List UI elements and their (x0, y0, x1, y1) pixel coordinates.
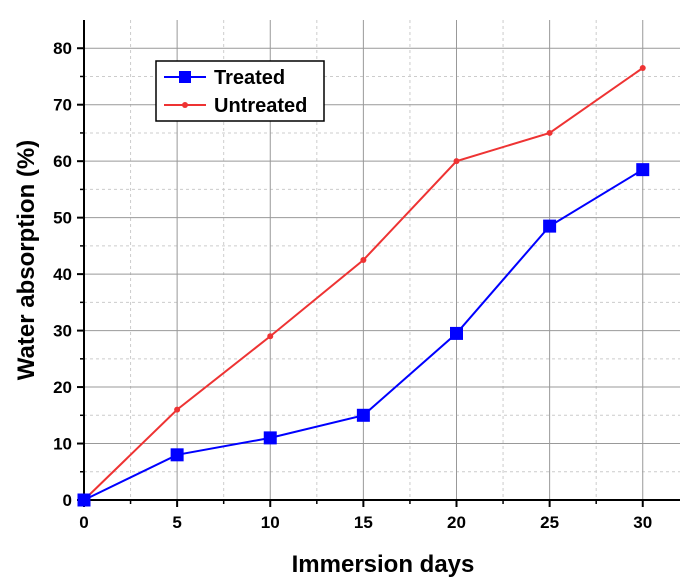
y-tick-label: 10 (53, 435, 72, 454)
x-tick-label: 20 (447, 513, 466, 532)
y-tick-label: 50 (53, 209, 72, 228)
y-tick-label: 30 (53, 322, 72, 341)
data-point-treated (356, 408, 370, 422)
data-point-treated (636, 163, 650, 177)
x-tick-label: 30 (633, 513, 652, 532)
axis-ticks: 0 5 10 15 20 25 30 0 10 20 30 40 50 60 70 80 (53, 39, 652, 532)
data-point-untreated (174, 406, 181, 413)
data-point-treated (263, 431, 277, 445)
y-tick-label: 80 (53, 39, 72, 58)
x-tick-label: 5 (172, 513, 181, 532)
y-tick-label: 20 (53, 378, 72, 397)
legend-marker-untreated (182, 102, 188, 108)
data-point-untreated (360, 257, 367, 263)
data-point-treated (170, 448, 184, 462)
data-point-treated (543, 219, 557, 233)
x-tick-label: 10 (261, 513, 280, 532)
y-axis-title: Water absorption (%) (13, 140, 40, 380)
x-tick-label: 0 (79, 513, 88, 532)
plot-frame (83, 20, 680, 501)
data-series (77, 65, 650, 507)
y-tick-label: 0 (63, 491, 72, 510)
data-point-treated (450, 326, 463, 340)
legend: Treated Untreated (155, 60, 325, 122)
legend-marker-treated (179, 71, 191, 83)
data-point-untreated (453, 158, 460, 165)
y-tick-label: 70 (53, 96, 72, 115)
data-point-untreated (546, 129, 553, 136)
y-tick-label: 40 (53, 265, 72, 284)
legend-label-treated: Treated (214, 67, 285, 89)
data-point-untreated (267, 333, 274, 340)
data-point-treated (77, 493, 91, 507)
data-point-untreated (639, 65, 646, 71)
x-tick-label: 15 (354, 513, 373, 532)
y-tick-label: 60 (53, 152, 72, 171)
legend-label-untreated: Untreated (214, 95, 307, 117)
x-tick-label: 25 (540, 513, 559, 532)
x-axis-title: Immersion days (292, 551, 475, 578)
